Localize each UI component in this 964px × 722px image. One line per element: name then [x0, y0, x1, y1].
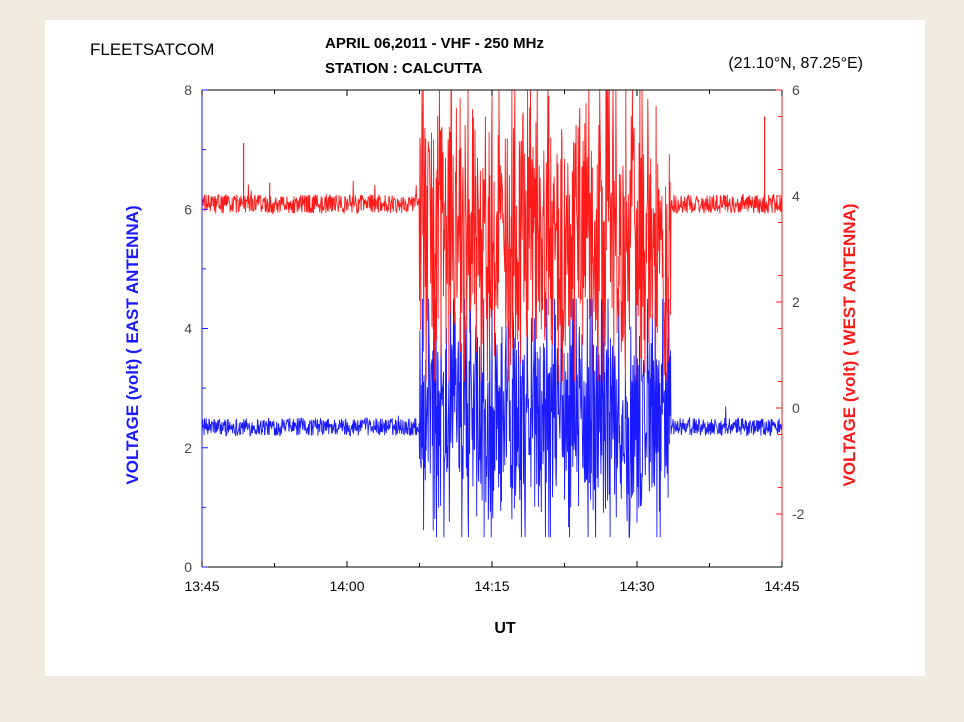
right-y-tick-label: -2 [792, 506, 805, 522]
left-axis-label: VOLTAGE (volt) ( EAST ANTENNA) [123, 205, 142, 484]
right-y-tick-label: 4 [792, 188, 800, 204]
left-y-tick-label: 0 [184, 559, 192, 575]
figure-panel: FLEETSATCOM APRIL 06,2011 - VHF - 250 MH… [45, 20, 925, 676]
chart-title: APRIL 06,2011 - VHF - 250 MHz [325, 35, 544, 52]
coords-label: (21.10°N, 87.25°E) [728, 55, 863, 72]
left-y-tick-label: 2 [184, 440, 192, 456]
right-y-tick-label: 0 [792, 400, 800, 416]
right-y-tick-label: 2 [792, 294, 800, 310]
chart-subtitle: STATION : CALCUTTA [325, 60, 483, 77]
right-axis-label: VOLTAGE (volt) ( WEST ANTENNA) [840, 204, 859, 487]
x-tick-label: 14:00 [329, 578, 364, 594]
x-tick-label: 14:45 [764, 578, 799, 594]
series-layer [202, 90, 782, 538]
series-line-right [202, 90, 782, 382]
x-tick-label: 14:30 [619, 578, 654, 594]
left-y-tick-label: 8 [184, 82, 192, 98]
left-y-tick-label: 6 [184, 201, 192, 217]
axes-layer: 13:45 14:00 14:15 14:30 14:45 0 2 4 6 8 -2 0 2 4 6 [184, 82, 804, 594]
x-tick-label: 14:15 [474, 578, 509, 594]
right-y-tick-label: 6 [792, 82, 800, 98]
series-line-left [202, 298, 782, 538]
x-tick-label: 13:45 [184, 578, 219, 594]
left-y-tick-label: 4 [184, 321, 192, 337]
x-axis-label: UT [494, 620, 516, 637]
voltage-chart: FLEETSATCOM APRIL 06,2011 - VHF - 250 MH… [90, 35, 863, 637]
top-left-label: FLEETSATCOM [90, 40, 214, 59]
